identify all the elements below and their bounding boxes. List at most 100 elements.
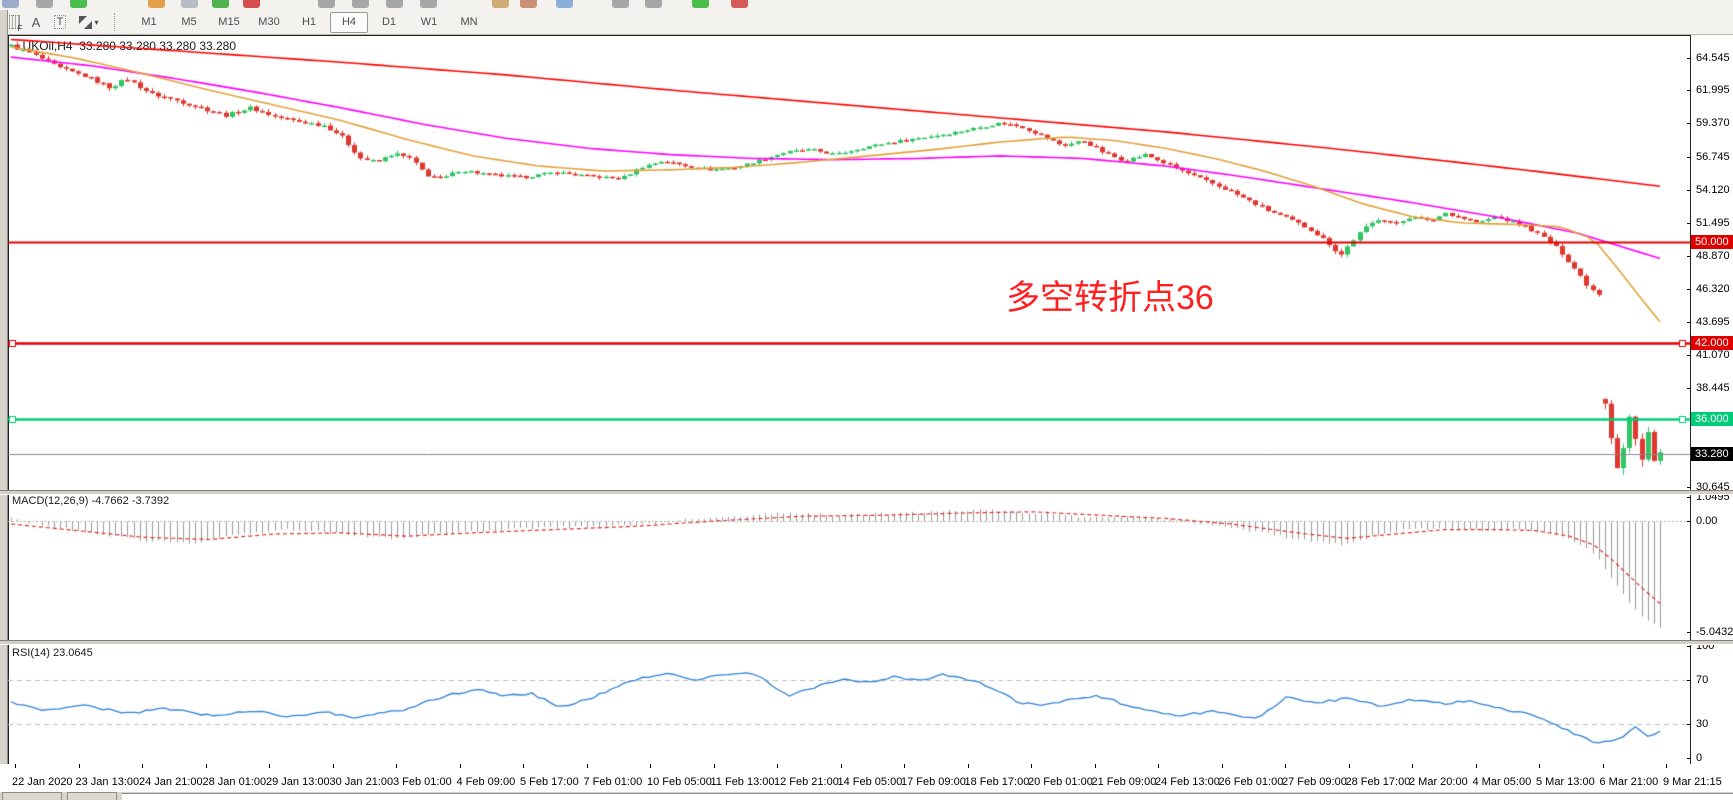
time-tick-mark (586, 764, 588, 768)
price-badge-42.000: 42.000 (1691, 336, 1733, 351)
macd-pane[interactable] (8, 493, 1690, 638)
axis-tick-mark (1687, 321, 1691, 323)
axis-tick-mark (1687, 57, 1691, 59)
time-tick-mark (1158, 764, 1159, 768)
price-chart[interactable] (8, 35, 1690, 490)
price-badge-33.280: 33.280 (1691, 446, 1733, 461)
document-icon[interactable] (2, 0, 19, 8)
toolbar-separator (114, 13, 122, 31)
time-label: 26 Feb 01:00 (1218, 776, 1284, 788)
properties-grid-icon[interactable]: F (0, 13, 24, 33)
bottom-cell-2 (67, 792, 117, 800)
auto-scroll-icon[interactable] (352, 0, 369, 8)
rsi-tick: 0 (1696, 752, 1703, 764)
timeframe-button-h4[interactable]: H4 (330, 11, 368, 33)
timeframe-button-mn[interactable]: MN (460, 15, 478, 28)
time-label: 7 Feb 01:00 (583, 776, 643, 788)
time-tick-mark (269, 764, 270, 768)
time-label: 14 Feb 05:00 (837, 776, 903, 788)
zoom-out-icon[interactable] (420, 0, 437, 8)
time-label: 12 Feb 21:00 (774, 776, 839, 788)
time-tick-mark (523, 764, 524, 768)
time-label: 24 Jan 21:00 (139, 776, 203, 788)
time-label: 5 Feb 17:00 (520, 776, 579, 788)
price-tick: 56.745 (1696, 150, 1730, 163)
axis-tick-mark (1687, 256, 1691, 258)
timeframe-button-m30[interactable]: M30 (258, 15, 280, 28)
template-icon[interactable] (645, 0, 662, 8)
stop-icon[interactable] (243, 0, 260, 8)
rsi-pane[interactable] (8, 643, 1690, 762)
macd-label: MACD(12,26,9) -4.7662 -3.7392 (12, 495, 170, 507)
time-label: 28 Feb 17:00 (1345, 776, 1411, 788)
axis-tick-mark (1687, 520, 1691, 522)
timeframe-button-m5[interactable]: M5 (181, 15, 197, 28)
chart-shift-icon[interactable] (318, 0, 335, 8)
time-tick-mark (967, 764, 969, 768)
price-axis: 64.545 61.995 59.370 56.745 54.120 51.495 48.8… (1687, 35, 1733, 764)
time-tick-mark (1412, 764, 1413, 768)
axis-tick-mark (1687, 646, 1691, 647)
time-label: 4 Mar 05:00 (1472, 776, 1532, 788)
timeframe-button-m1[interactable]: M1 (141, 15, 157, 28)
time-tick-mark (142, 764, 143, 768)
pane-divider-2[interactable] (0, 640, 1733, 645)
timeframe-button-w1[interactable]: W1 (420, 15, 438, 28)
time-tick-mark (1221, 764, 1223, 768)
price-tick: 41.070 (1696, 349, 1730, 362)
time-tick-mark (777, 764, 778, 768)
time-label: 5 Mar 13:00 (1536, 776, 1595, 788)
zoom-in-icon[interactable] (386, 0, 403, 8)
time-label: 10 Feb 05:00 (647, 776, 712, 788)
zoom-icon[interactable] (36, 0, 53, 8)
dropdown-caret-icon: ▾ (94, 17, 99, 27)
add-indicator-icon[interactable] (692, 0, 709, 8)
time-tick-mark (1539, 764, 1540, 768)
print-icon[interactable] (181, 0, 198, 8)
arrow-objects-icon[interactable]: ▾ (72, 13, 106, 32)
window-left-edge (0, 10, 8, 800)
time-tick-mark (1475, 764, 1477, 768)
chart-forward-icon[interactable] (212, 0, 229, 8)
price-tick: 64.545 (1696, 51, 1730, 64)
new-order-icon[interactable] (70, 0, 87, 8)
price-tick: 43.695 (1696, 315, 1730, 328)
grid-glyph: F (4, 15, 23, 33)
chart-annotation-text[interactable]: 多空转折点36 (1006, 279, 1214, 317)
axis-tick-mark (1687, 632, 1691, 634)
price-badge-36.000: 36.000 (1691, 412, 1733, 427)
axis-tick-mark (1687, 758, 1691, 759)
text-object-icon[interactable]: T (48, 13, 72, 32)
time-label: 11 Feb 13:00 (710, 776, 775, 788)
refresh-icon[interactable] (731, 0, 748, 8)
image-icon[interactable] (556, 0, 573, 8)
bottom-strip (0, 792, 1733, 800)
time-label: 20 Feb 01:00 (1028, 776, 1093, 788)
palette-icon[interactable] (148, 0, 165, 8)
timeframe-button-m15[interactable]: M15 (218, 15, 240, 28)
time-tick-mark (15, 764, 16, 768)
axis-tick-mark (1687, 288, 1691, 290)
pencil-icon[interactable] (492, 0, 509, 8)
time-tick-mark (904, 764, 905, 768)
timeframe-button-d1[interactable]: D1 (381, 15, 397, 28)
rsi-tick: 30 (1696, 718, 1709, 731)
time-tick-mark (1666, 764, 1667, 768)
text-label-icon[interactable]: A (31, 14, 41, 30)
axis-tick-mark (1687, 223, 1691, 225)
price-badge-50.000: 50.000 (1691, 234, 1733, 249)
time-label: 21 Feb 09:00 (1091, 776, 1157, 788)
pane-divider-1[interactable] (0, 490, 1733, 495)
time-tick-mark (205, 764, 207, 768)
indicators-icon[interactable] (612, 0, 629, 8)
price-tick: 59.370 (1696, 117, 1730, 130)
arrows-glyph (79, 15, 93, 29)
time-tick-mark (1285, 764, 1286, 768)
time-tick-mark (1602, 764, 1604, 768)
time-tick-mark (840, 764, 842, 768)
timeframe-button-h1[interactable]: H1 (301, 15, 317, 28)
time-label: 28 Jan 01:00 (202, 776, 267, 788)
brush-icon[interactable] (520, 0, 537, 8)
rsi-tick: 70 (1696, 673, 1709, 686)
